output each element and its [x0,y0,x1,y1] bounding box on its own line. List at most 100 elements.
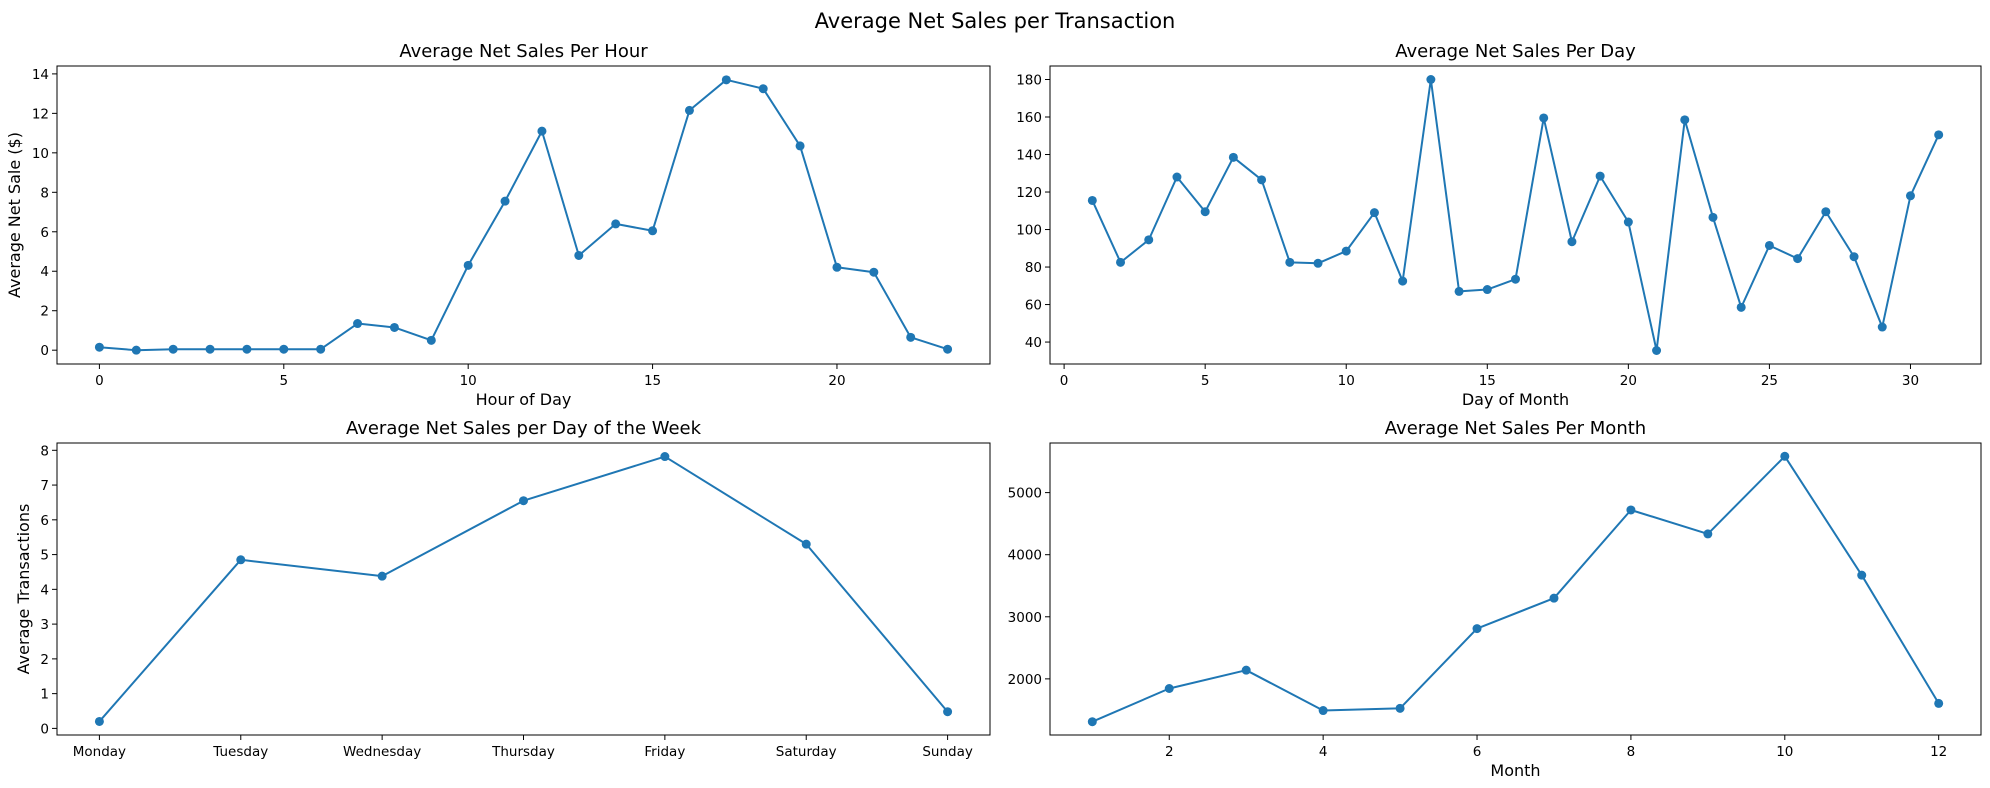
data-point [1164,683,1174,693]
y-axis-label: Average Net Sale ($) [5,132,24,298]
data-point [353,319,363,329]
data-point [943,707,953,717]
data-point [1087,195,1097,205]
data-point [1934,698,1944,708]
x-tick-label: 15 [644,373,661,389]
x-tick-label: 6 [1473,744,1482,760]
y-tick-label: 180 [1016,73,1042,89]
data-point [906,332,916,342]
data-point [1652,345,1662,355]
chart-monthly: Average Net Sales Per Month 2 4 6 8 10 12 2000 3… [1008,418,1982,780]
chart-hourly: Average Net Sales Per Hour 0 5 10 15 20 0 2 4 6 8 1… [5,41,991,409]
y-tick-label: 2000 [1008,672,1042,688]
y-tick-label: 2 [40,304,49,320]
data-point [1454,286,1464,296]
data-point [94,716,104,726]
data-point [1905,191,1915,201]
x-tick-label: 2 [1165,744,1174,760]
data-point [611,219,621,229]
data-point [1849,252,1859,262]
data-point [131,345,141,355]
y-tick-label: 80 [1025,260,1042,276]
chart-daily: Average Net Sales Per Day 0 5 10 15 20 25 30 40 6… [1016,41,1982,409]
data-point [1285,257,1295,267]
data-point [519,496,528,506]
axes-frame [56,442,991,736]
data-point [1144,235,1154,245]
data-point [168,344,178,354]
x-tick-label: 0 [95,373,104,389]
data-point [1626,505,1636,515]
x-tick-label: Monday [73,744,126,760]
data-point [500,196,510,206]
x-tick-label: 10 [1338,373,1355,389]
y-tick-label: 3 [40,617,49,633]
y-tick-label: 100 [1016,223,1042,239]
x-tick-label: 25 [1761,373,1778,389]
figure-title: Average Net Sales per Transaction [815,9,1176,33]
y-tick-label: 40 [1025,335,1042,351]
data-point [684,105,694,115]
x-tick-label: Wednesday [343,744,421,760]
data-point [537,126,547,136]
y-tick-label: 0 [40,343,49,359]
data-point [94,342,104,352]
data-point [1857,570,1867,580]
data-point [1200,207,1210,217]
data-point [1398,276,1408,286]
x-tick-label: 5 [1201,373,1210,389]
data-point [1680,115,1690,125]
data-point [1703,529,1713,539]
x-axis-label: Hour of Day [476,390,572,409]
axes-frame [1049,442,1982,736]
y-axis-label: Average Transactions [14,504,33,675]
data-point [1793,254,1803,264]
data-point [721,75,731,85]
data-point [758,84,768,94]
data-point [1595,171,1605,181]
y-tick-label: 3000 [1008,610,1042,626]
y-tick-label: 60 [1025,298,1042,314]
x-axis-label: Month [1490,761,1540,780]
data-point [801,539,811,549]
data-point [1318,706,1328,716]
data-point [869,267,879,277]
x-axis-label: Day of Month [1462,390,1569,409]
x-tick-label: Friday [644,744,685,760]
data-point [1821,207,1831,217]
data-point [316,344,326,354]
x-tick-label: 5 [279,373,288,389]
data-point [242,344,252,354]
y-tick-label: 5 [40,548,49,564]
data-point [389,322,399,332]
series-line [1091,455,1940,723]
y-tick-label: 8 [40,185,49,201]
data-point [205,344,215,354]
x-tick-label: 8 [1627,744,1636,760]
data-point [1395,703,1405,713]
data-point [1708,212,1718,222]
y-tick-label: 4000 [1008,548,1042,564]
y-tick-label: 5000 [1008,486,1042,502]
x-tick-label: Tuesday [212,744,268,760]
x-tick-label: Thursday [491,744,555,760]
data-point [1241,665,1251,675]
series-line [99,78,948,352]
y-tick-label: 8 [40,443,49,459]
x-tick-label: 12 [1930,744,1947,760]
x-tick-label: Sunday [922,744,973,760]
x-tick-label: Saturday [776,744,837,760]
data-point [795,141,805,151]
y-tick-label: 4 [40,264,49,280]
y-tick-label: 10 [32,146,49,162]
y-tick-label: 2 [40,652,49,668]
x-tick-label: 20 [1620,373,1637,389]
x-tick-label: 0 [1060,373,1069,389]
data-point [832,262,842,272]
data-point [426,335,436,345]
axes-title: Average Net Sales Per Month [1385,418,1646,439]
data-point [648,226,658,236]
data-point [236,555,246,565]
data-point [279,344,289,354]
